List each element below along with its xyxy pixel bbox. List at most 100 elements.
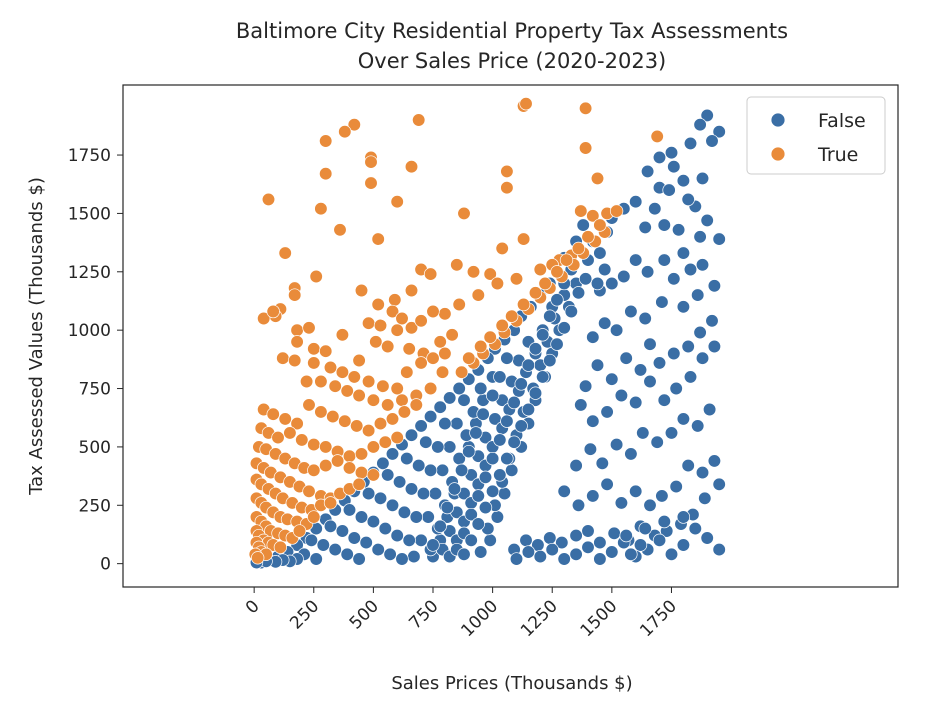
point-false — [617, 269, 631, 284]
y-axis-label: Tax Assessed Values (Thousands $) — [26, 177, 47, 496]
point-true — [307, 342, 321, 356]
point-false — [533, 549, 547, 564]
x-tick-label: 750 — [405, 596, 442, 633]
point-false — [655, 489, 669, 503]
point-true — [528, 286, 543, 300]
point-false — [409, 510, 423, 524]
point-true — [342, 449, 357, 463]
point-false — [493, 468, 507, 482]
point-true — [483, 267, 497, 281]
point-false — [614, 496, 629, 510]
point-true — [290, 335, 304, 349]
points-layer — [248, 97, 726, 570]
point-true — [340, 384, 354, 398]
point-false — [624, 304, 638, 319]
point-false — [638, 220, 652, 235]
point-true — [364, 176, 378, 190]
y-tick-label: 750 — [79, 380, 111, 400]
point-true — [350, 419, 364, 433]
point-false — [474, 381, 488, 396]
point-false — [457, 547, 471, 561]
point-false — [683, 370, 698, 384]
point-false — [464, 507, 478, 522]
point-false — [507, 435, 521, 449]
point-true — [288, 288, 302, 302]
point-true — [295, 433, 309, 447]
point-true — [438, 307, 452, 321]
point-false — [450, 416, 464, 431]
point-false — [640, 265, 655, 279]
point-false — [629, 253, 643, 267]
point-true — [278, 412, 292, 426]
point-true — [423, 267, 438, 281]
point-false — [652, 356, 667, 370]
legend-label-false: False — [818, 110, 866, 132]
point-false — [438, 416, 452, 431]
point-true — [516, 232, 531, 246]
y-tick-label: 1250 — [68, 263, 111, 283]
point-true — [516, 297, 531, 312]
point-false — [378, 521, 392, 536]
point-false — [655, 295, 669, 309]
point-false — [431, 440, 445, 454]
point-true — [266, 407, 280, 421]
point-false — [619, 351, 633, 365]
point-true — [395, 311, 409, 326]
point-false — [366, 514, 381, 529]
point-true — [366, 440, 381, 454]
point-true — [290, 323, 304, 337]
point-false — [657, 253, 671, 267]
point-false — [640, 164, 655, 179]
point-false — [497, 486, 512, 501]
x-tick-label: 0 — [242, 596, 264, 618]
point-true — [471, 288, 485, 302]
point-true — [319, 440, 333, 454]
point-false — [407, 549, 421, 564]
point-false — [650, 435, 664, 449]
point-false — [569, 547, 583, 561]
point-false — [514, 377, 528, 391]
point-true — [550, 265, 564, 279]
point-false — [469, 426, 483, 440]
point-true — [395, 393, 409, 407]
point-true — [335, 365, 350, 379]
point-false — [485, 388, 500, 403]
point-false — [404, 428, 419, 442]
point-false — [638, 521, 652, 536]
point-false — [707, 339, 722, 354]
point-false — [397, 505, 412, 519]
point-false — [354, 510, 369, 524]
point-false — [500, 451, 514, 466]
point-true — [266, 304, 280, 319]
point-false — [643, 337, 657, 351]
point-true — [352, 353, 366, 368]
point-false — [676, 538, 691, 552]
point-false — [340, 547, 354, 561]
point-false — [683, 136, 698, 151]
point-false — [712, 232, 726, 246]
point-true — [581, 230, 595, 244]
point-true — [402, 342, 416, 356]
point-false — [304, 533, 319, 547]
point-false — [712, 477, 726, 491]
point-true — [590, 171, 605, 186]
point-true — [409, 398, 423, 412]
point-false — [428, 486, 443, 501]
point-true — [314, 405, 328, 419]
point-false — [712, 125, 726, 139]
point-false — [383, 547, 397, 561]
point-false — [681, 192, 695, 207]
point-true — [390, 195, 404, 209]
point-false — [609, 323, 624, 337]
point-false — [505, 463, 519, 477]
point-false — [657, 218, 671, 232]
point-true — [366, 393, 381, 407]
point-false — [555, 535, 569, 550]
point-true — [483, 330, 497, 344]
point-true — [261, 192, 276, 207]
point-true — [586, 209, 600, 223]
point-true — [593, 218, 607, 232]
point-false — [691, 288, 705, 302]
point-false — [669, 381, 683, 396]
point-false — [667, 160, 681, 174]
